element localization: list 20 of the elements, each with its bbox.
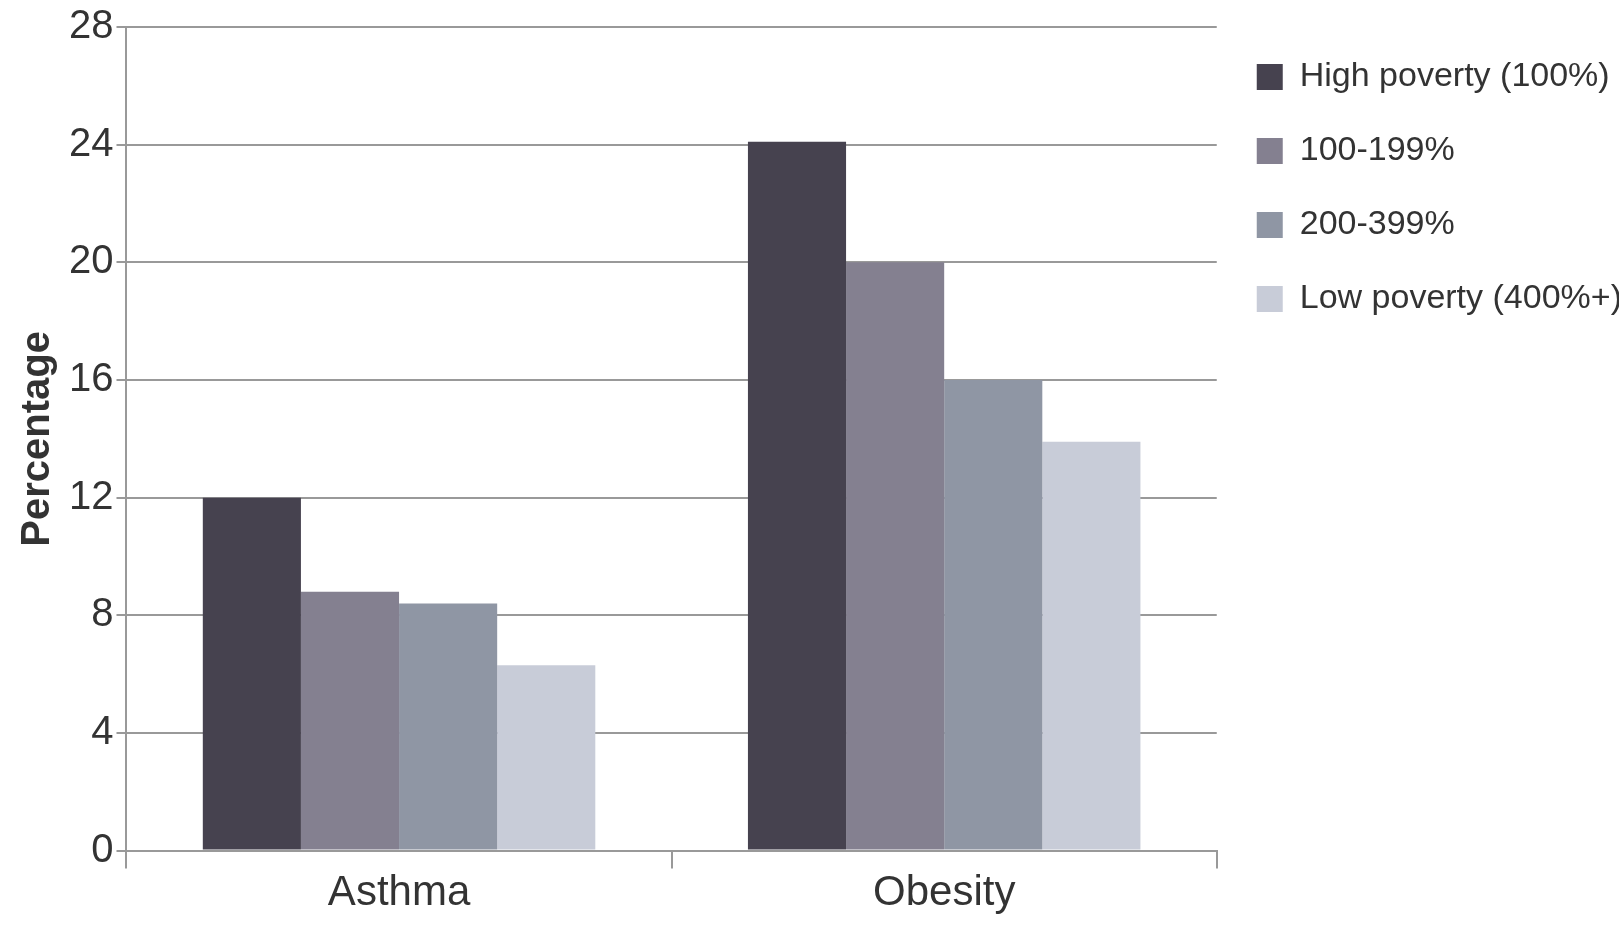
y-tick-label: 12: [68, 472, 114, 517]
y-tick-label: 0: [91, 825, 114, 870]
bar: [747, 141, 847, 850]
legend-label: 200-399%: [1299, 203, 1455, 242]
y-tick-label: 28: [68, 2, 114, 47]
y-tick-label: 16: [68, 355, 114, 399]
y-tick-label: 8: [91, 590, 114, 635]
bar: [1042, 441, 1141, 850]
y-tick-label: 4: [91, 707, 114, 752]
x-tick-label: Asthma: [327, 867, 471, 915]
legend-label: 100-199%: [1299, 129, 1455, 168]
bar: [846, 262, 945, 850]
x-tick-label: Obesity: [872, 867, 1016, 915]
y-axis-title: Percentage: [13, 330, 58, 547]
bar: [497, 665, 596, 850]
y-tick-label: 20: [68, 237, 114, 282]
bar: [202, 497, 301, 850]
y-tick-label: 24: [68, 119, 114, 164]
legend-label: High poverty (100%): [1299, 55, 1610, 94]
bar: [300, 591, 400, 850]
